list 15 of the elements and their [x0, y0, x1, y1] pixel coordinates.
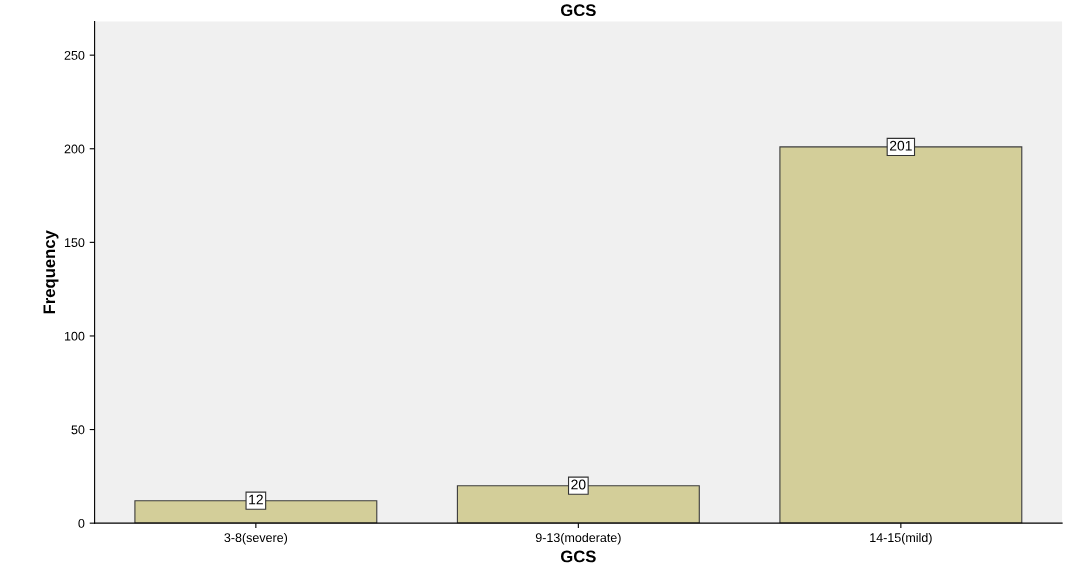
- x-tick-label: 14-15(mild): [870, 532, 932, 545]
- x-tick-label: 3-8(severe): [224, 532, 288, 545]
- data-label: 201: [889, 140, 912, 151]
- y-tick-label: 200: [64, 144, 85, 154]
- y-tick-label: 250: [64, 50, 85, 60]
- x-axis-title: GCS: [560, 550, 596, 563]
- y-tick-label: 100: [64, 331, 85, 341]
- y-axis-title: Frequency: [43, 230, 59, 314]
- y-tick-label: 0: [78, 518, 85, 528]
- y-tick-label: 50: [71, 425, 85, 435]
- x-tick-label: 9-13(moderate): [535, 532, 621, 545]
- y-tick-label: 150: [64, 238, 85, 248]
- data-label: 12: [249, 494, 263, 505]
- data-label: 20: [571, 479, 586, 490]
- chart-title: GCS: [560, 4, 596, 17]
